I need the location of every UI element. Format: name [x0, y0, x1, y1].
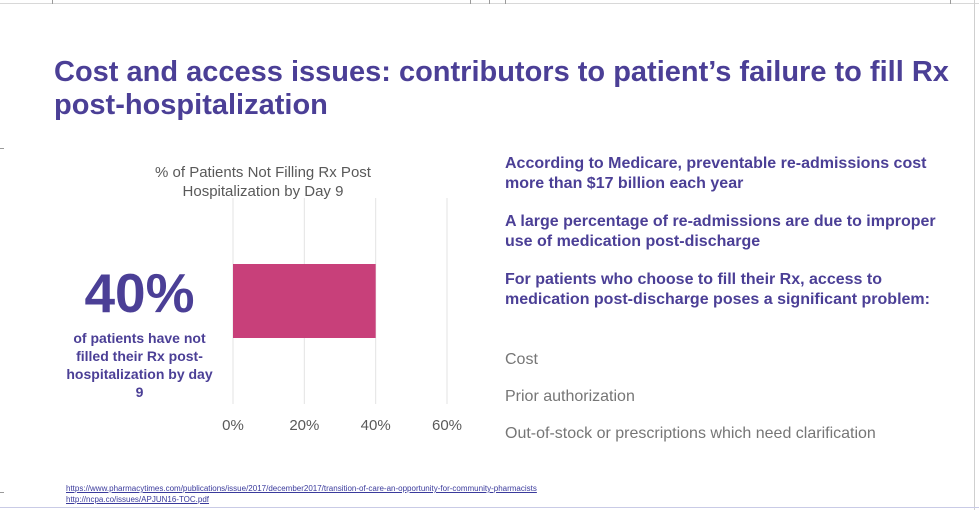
bullet-readmissions: A large percentage of re-admissions are … — [505, 213, 936, 250]
sub-bullet-prior-authorization: Prior authorization — [505, 388, 635, 405]
stat-value: 40% — [84, 262, 195, 324]
sub-bullet-out-of-stock: Out-of-stock or prescriptions which need… — [505, 425, 876, 442]
ruler-tick — [0, 492, 4, 493]
x-tick-label: 60% — [432, 417, 462, 434]
ruler-tick — [950, 0, 951, 4]
ruler-tick — [470, 0, 471, 4]
chart-x-ticks: 0% 20% 40% 60% — [222, 417, 462, 434]
bottom-frame-edge — [0, 507, 979, 508]
stat-caption: of patients have not filled their Rx pos… — [66, 330, 213, 400]
ruler-tick — [505, 0, 506, 4]
reference-link-ncpa[interactable]: http://ncpa.co/issues/APJUN16-TOC.pdf — [66, 495, 210, 504]
bar — [233, 264, 376, 338]
bullet-medicare-cost: According to Medicare, preventable re-ad… — [505, 155, 927, 192]
references: https://www.pharmacytimes.com/publicatio… — [66, 483, 537, 505]
sub-bullet-cost: Cost — [505, 351, 538, 368]
x-tick-label: 40% — [361, 417, 391, 434]
slide-title: Cost and access issues: contributors to … — [54, 56, 949, 121]
reference-link-pharmacytimes[interactable]: https://www.pharmacytimes.com/publicatio… — [66, 484, 537, 493]
chart-bars — [233, 264, 376, 338]
chart-title: % of Patients Not Filling Rx Post Hospit… — [155, 164, 371, 200]
x-tick-label: 20% — [289, 417, 319, 434]
x-tick-label: 0% — [222, 417, 244, 434]
bullet-access-problem: For patients who choose to fill their Rx… — [505, 271, 930, 308]
ruler-tick — [0, 148, 4, 149]
ruler-tick — [489, 0, 490, 4]
right-frame-edge — [974, 0, 975, 510]
ruler-tick — [52, 0, 53, 4]
